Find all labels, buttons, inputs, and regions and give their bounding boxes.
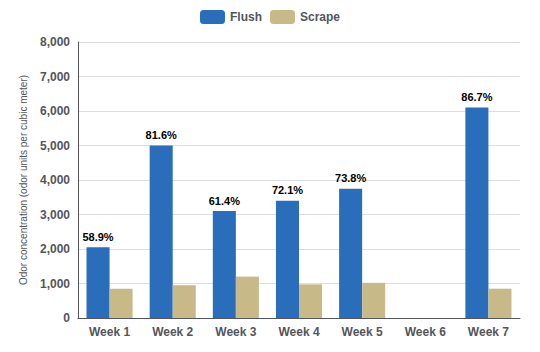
svg-text:73.8%: 73.8% <box>335 172 366 184</box>
svg-text:8,000: 8,000 <box>40 35 70 49</box>
svg-text:86.7%: 86.7% <box>461 91 492 103</box>
svg-text:2,000: 2,000 <box>40 242 70 256</box>
svg-text:7,000: 7,000 <box>40 70 70 84</box>
svg-text:3,000: 3,000 <box>40 208 70 222</box>
svg-text:Week 2: Week 2 <box>152 325 193 339</box>
svg-text:58.9%: 58.9% <box>82 231 113 243</box>
svg-text:Week 4: Week 4 <box>278 325 319 339</box>
svg-text:Flush: Flush <box>230 10 262 24</box>
svg-text:5,000: 5,000 <box>40 139 70 153</box>
svg-text:Week 7: Week 7 <box>468 325 509 339</box>
svg-text:Odor concentration (odor units: Odor concentration (odor units per cubic… <box>18 75 29 285</box>
svg-text:Week 3: Week 3 <box>215 325 256 339</box>
svg-text:81.6%: 81.6% <box>146 129 177 141</box>
svg-text:Week 5: Week 5 <box>342 325 383 339</box>
svg-text:Week 1: Week 1 <box>89 325 130 339</box>
svg-text:4,000: 4,000 <box>40 173 70 187</box>
svg-text:72.1%: 72.1% <box>272 184 303 196</box>
svg-text:61.4%: 61.4% <box>209 195 240 207</box>
svg-text:Scrape: Scrape <box>300 10 340 24</box>
svg-text:1,000: 1,000 <box>40 277 70 291</box>
svg-text:0: 0 <box>63 311 70 325</box>
svg-text:6,000: 6,000 <box>40 104 70 118</box>
svg-text:Week 6: Week 6 <box>405 325 446 339</box>
